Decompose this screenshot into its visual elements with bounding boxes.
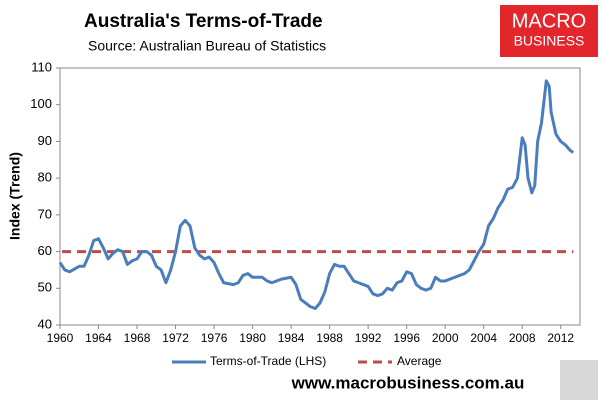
x-tick-label: 1964 <box>85 331 112 345</box>
logo-text: MACRO <box>512 10 586 32</box>
x-tick-label: 2008 <box>509 331 536 345</box>
legend-label: Average <box>397 354 442 368</box>
footer-url: www.macrobusiness.com.au <box>291 373 525 392</box>
x-tick-label: 1976 <box>201 331 228 345</box>
y-tick-label: 50 <box>38 280 52 295</box>
y-tick-label: 100 <box>30 96 52 111</box>
x-tick-label: 1992 <box>355 331 382 345</box>
logo-image <box>560 360 598 400</box>
y-tick-label: 40 <box>38 316 52 331</box>
x-tick-label: 2000 <box>432 331 459 345</box>
legend-label: Terms-of-Trade (LHS) <box>210 354 326 368</box>
y-axis-label: Index (Trend) <box>7 152 23 240</box>
x-tick-label: 2004 <box>470 331 497 345</box>
y-tick-label: 90 <box>38 133 52 148</box>
chart-subtitle: Source: Australian Bureau of Statistics <box>88 38 326 54</box>
y-tick-label: 110 <box>31 59 52 74</box>
x-tick-label: 1972 <box>162 331 189 345</box>
logo-text: BUSINESS <box>514 33 585 49</box>
x-tick-label: 1980 <box>239 331 266 345</box>
x-tick-label: 1996 <box>393 331 420 345</box>
chart-title: Australia's Terms-of-Trade <box>84 11 323 32</box>
x-tick-label: 1960 <box>47 331 74 345</box>
series-line <box>58 79 575 310</box>
y-tick-label: 60 <box>38 243 52 258</box>
x-tick-label: 2012 <box>547 331 574 345</box>
y-tick-label: 80 <box>38 170 52 185</box>
x-tick-label: 1968 <box>124 331 151 345</box>
x-tick-label: 1988 <box>316 331 343 345</box>
logo-box <box>500 5 598 57</box>
plot-area <box>59 67 581 326</box>
x-tick-label: 1984 <box>278 331 305 345</box>
y-tick-label: 70 <box>38 206 52 221</box>
